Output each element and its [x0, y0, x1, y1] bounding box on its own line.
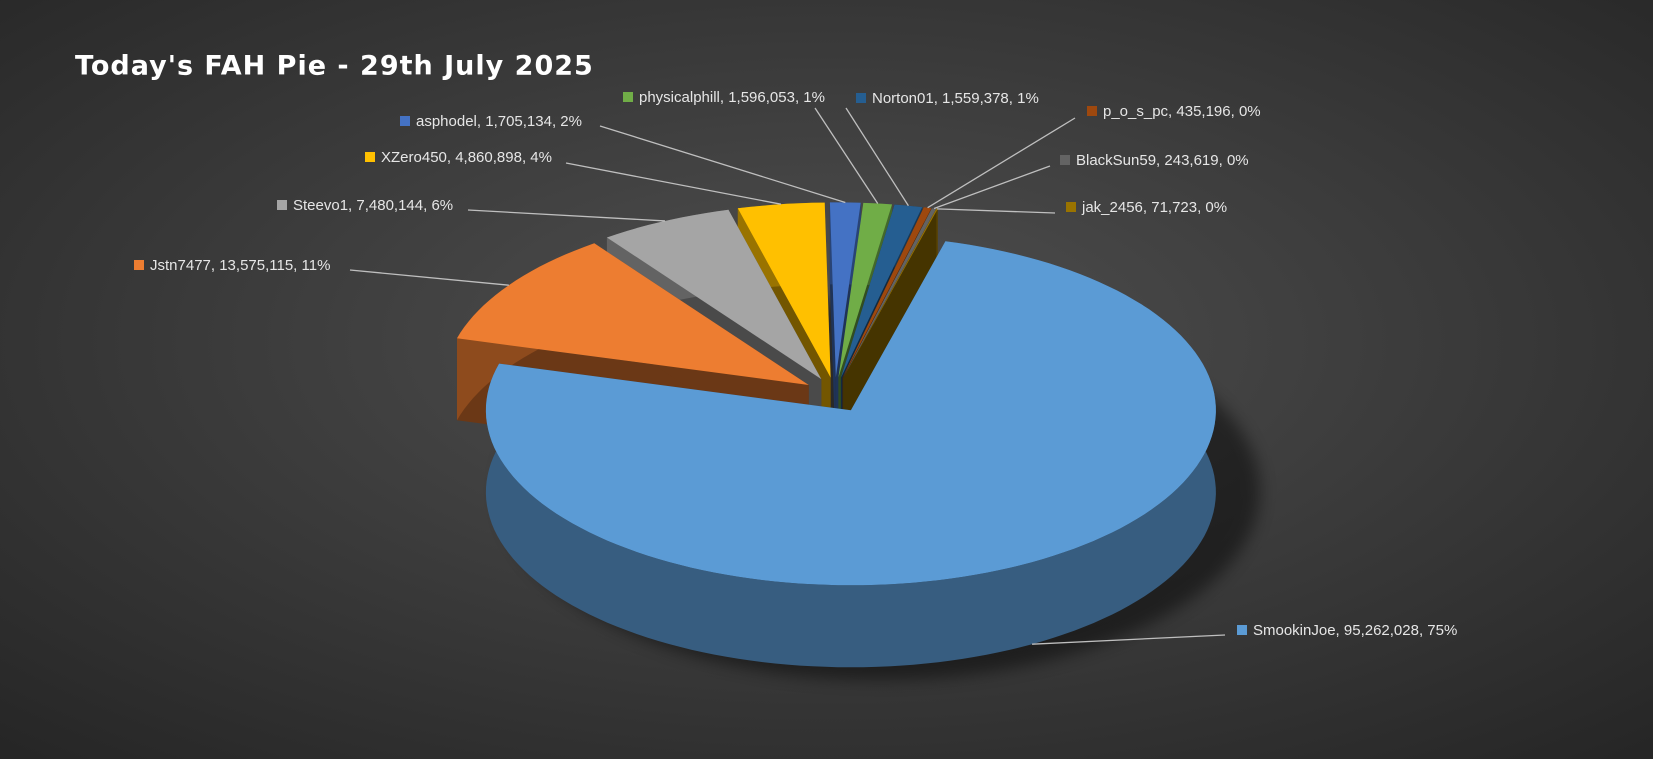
slice — [842, 208, 937, 378]
label-marker — [623, 92, 633, 102]
leader-line — [845, 107, 909, 207]
slice — [485, 241, 1216, 586]
data-label: physicalphill, 1,596,053, 1% — [639, 89, 825, 106]
leader-line — [1032, 634, 1226, 645]
data-label: p_o_s_pc, 435,196, 0% — [1103, 103, 1261, 120]
leader-line — [565, 162, 782, 205]
data-label: Jstn7477, 13,575,115, 11% — [150, 257, 330, 274]
label-marker — [1237, 625, 1247, 635]
leader-line — [937, 208, 1056, 214]
slice — [838, 202, 892, 378]
data-label: Norton01, 1,559,378, 1% — [872, 90, 1039, 107]
data-label: XZero450, 4,860,898, 4% — [381, 149, 552, 166]
data-label: BlackSun59, 243,619, 0% — [1076, 152, 1249, 169]
label-marker — [365, 152, 375, 162]
slice — [843, 208, 938, 378]
label-marker — [134, 260, 144, 270]
data-label: jak_2456, 71,723, 0% — [1081, 199, 1227, 216]
slice — [606, 209, 822, 380]
data-label: asphodel, 1,705,134, 2% — [416, 113, 582, 130]
data-label: Steevo1, 7,480,144, 6% — [293, 197, 453, 214]
slice — [737, 202, 831, 378]
data-label: SmookinJoe, 95,262,028, 75% — [1253, 622, 1457, 639]
leader-line — [599, 125, 846, 204]
slice — [829, 202, 861, 378]
slice — [842, 207, 932, 378]
leader-line — [927, 117, 1076, 209]
slice — [457, 243, 809, 385]
label-marker — [1087, 106, 1097, 116]
chart-title: Today's FAH Pie - 29th July 2025 — [75, 51, 594, 82]
leader-line — [349, 269, 509, 286]
leader-line — [814, 107, 879, 204]
leader-line — [933, 165, 1051, 210]
label-marker — [856, 93, 866, 103]
leader-line — [467, 209, 666, 222]
label-marker — [1060, 155, 1070, 165]
label-marker — [1066, 202, 1076, 212]
label-marker — [277, 200, 287, 210]
label-marker — [400, 116, 410, 126]
slice — [840, 204, 923, 378]
